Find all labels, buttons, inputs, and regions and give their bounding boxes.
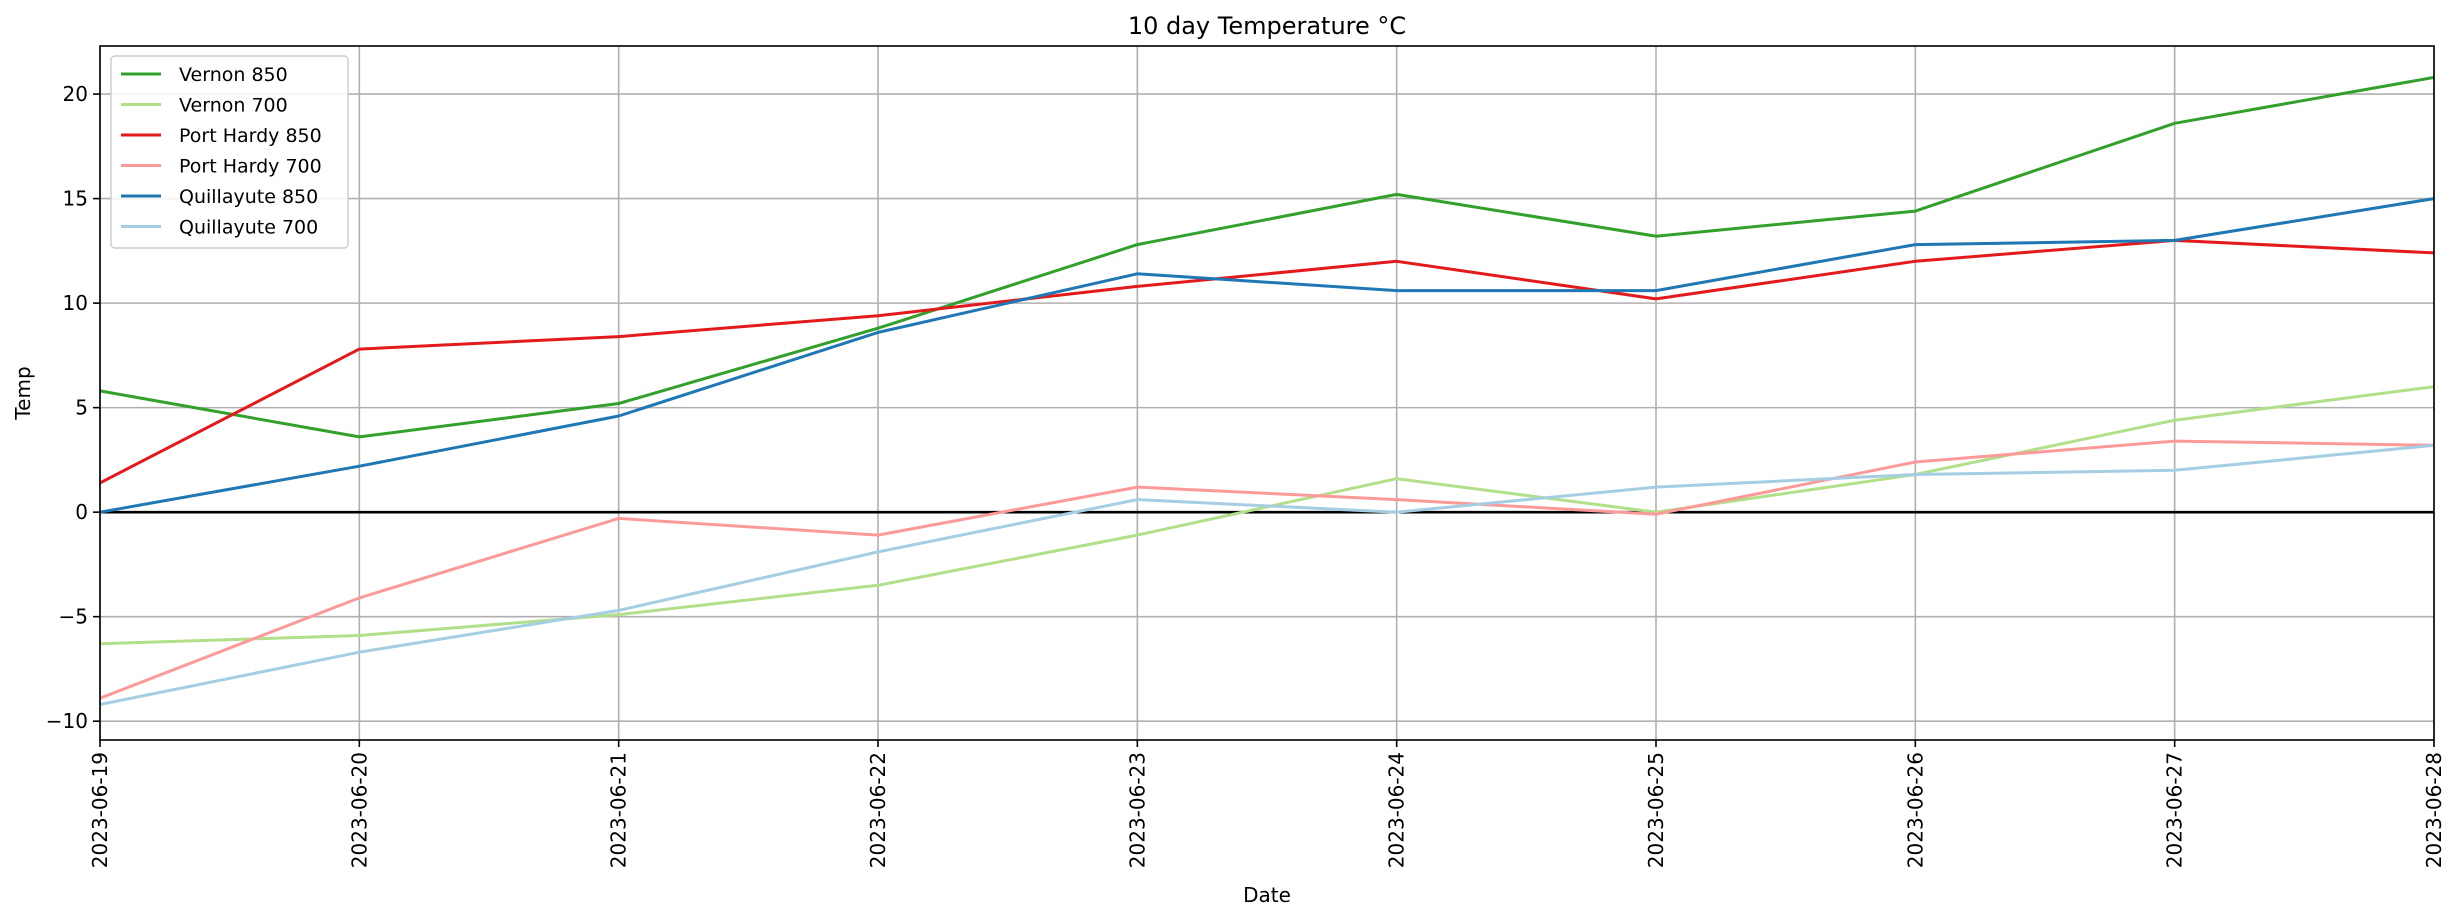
- y-tick-label: 15: [63, 187, 88, 211]
- y-tick-label: 10: [63, 291, 88, 315]
- legend-label: Port Hardy 700: [179, 156, 322, 178]
- legend: Vernon 850 Vernon 700 Port Hardy 850 Port H…: [110, 55, 349, 249]
- series-line: [99, 238, 2435, 485]
- series-line: [99, 439, 2435, 700]
- series-line: [99, 197, 2435, 514]
- legend-label: Port Hardy 850: [179, 125, 322, 147]
- x-tick-label: 2023-06-19: [88, 752, 112, 868]
- y-tick-label: 0: [75, 500, 88, 524]
- x-tick-label: 2023-06-23: [1125, 752, 1149, 868]
- x-tick-label: 2023-06-25: [1644, 752, 1668, 868]
- x-tick-label: 2023-06-24: [1385, 752, 1409, 868]
- y-tick-label: −10: [46, 709, 88, 733]
- x-tick-label: 2023-06-28: [2422, 752, 2446, 868]
- x-axis-label: Date: [1243, 883, 1291, 907]
- y-tick-label: 20: [63, 82, 88, 106]
- x-tick-label: 2023-06-21: [607, 752, 631, 868]
- x-tick-label: 2023-06-26: [1903, 752, 1927, 868]
- x-tick-label: 2023-06-22: [866, 752, 890, 868]
- series-layer: [99, 75, 2435, 706]
- legend-label: Quillayute 850: [179, 186, 318, 208]
- legend-label: Vernon 850: [179, 64, 288, 86]
- y-ticks: −10 −5 0 5 10 15 20: [46, 82, 100, 733]
- legend-label: Quillayute 700: [179, 217, 318, 239]
- x-tick-label: 2023-06-20: [347, 752, 371, 868]
- plot-frame: [99, 45, 2435, 741]
- x-ticks: 2023-06-19 2023-06-20 2023-06-21 2023-06-22…: [88, 740, 2446, 868]
- y-tick-label: −5: [59, 605, 88, 629]
- legend-box: [110, 55, 349, 249]
- x-tick-label: 2023-06-27: [2163, 752, 2187, 868]
- chart-title: 10 day Temperature °C: [1128, 12, 1406, 40]
- legend-label: Vernon 700: [179, 95, 288, 117]
- y-axis-label: Temp: [11, 366, 35, 420]
- y-tick-label: 5: [75, 396, 88, 420]
- series-line: [99, 75, 2435, 439]
- series-line: [99, 443, 2435, 706]
